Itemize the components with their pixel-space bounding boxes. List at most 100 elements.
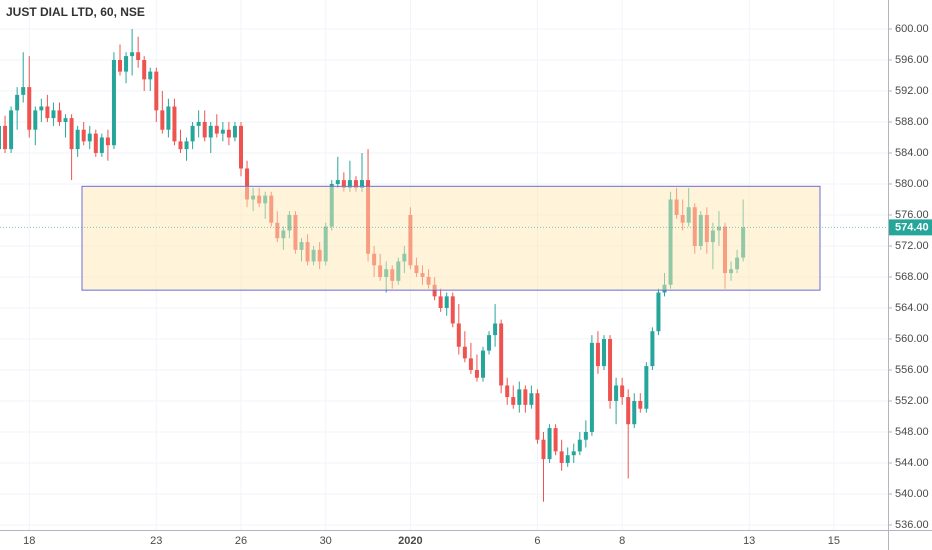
candle-body (21, 87, 26, 95)
candle-body (33, 110, 38, 130)
candle-body (487, 335, 492, 351)
y-tick-label: 596.00 (895, 54, 929, 66)
x-tick-label: 8 (619, 535, 625, 547)
candle-body (644, 366, 649, 409)
candle-body (57, 110, 62, 122)
candle-body (69, 118, 74, 150)
y-tick-label: 580.00 (895, 178, 929, 190)
candle-body (99, 137, 104, 153)
chart-title: JUST DIAL LTD, 60, NSE (6, 5, 145, 19)
candle-body (9, 110, 14, 150)
candle-body (614, 385, 619, 401)
candle-body (565, 455, 570, 463)
candle-body (450, 296, 455, 324)
candle-body (620, 385, 625, 398)
x-tick-label: 15 (828, 535, 840, 547)
candle-body (136, 52, 141, 60)
y-tick-label: 584.00 (895, 147, 929, 159)
candle-body (93, 133, 98, 153)
candle-body (547, 428, 552, 460)
candle-body (541, 439, 546, 460)
candle-body (638, 400, 643, 409)
candle-body (468, 358, 473, 370)
candle-body (353, 180, 358, 188)
candle-body (172, 106, 177, 142)
candle-body (154, 71, 159, 111)
zone-rectangle (81, 185, 821, 291)
candle-body (571, 451, 576, 456)
y-tick-label: 556.00 (895, 364, 929, 376)
y-tick-label: 552.00 (895, 395, 929, 407)
candle-body (15, 94, 20, 111)
y-tick-label: 564.00 (895, 302, 929, 314)
candle-body (595, 342, 600, 367)
candle-body (0, 125, 1, 150)
candle-body (27, 87, 32, 130)
candle-body (111, 59, 116, 146)
x-tick-label: 2020 (398, 535, 422, 547)
y-tick-label: 592.00 (895, 85, 929, 97)
candle-body (3, 125, 8, 150)
x-tick-label: 6 (534, 535, 540, 547)
candle-body (511, 397, 516, 405)
candle-body (124, 56, 129, 72)
candle-body (335, 180, 340, 184)
candle-body (39, 106, 44, 111)
y-tick-label: 600.00 (895, 23, 929, 35)
candle-body (118, 59, 122, 72)
y-tick-label: 572.00 (895, 240, 929, 252)
candle-body (474, 369, 479, 378)
candle-body (505, 385, 510, 398)
y-tick-label: 540.00 (895, 488, 929, 500)
candle-body (632, 400, 637, 425)
candle-body (462, 346, 467, 359)
axes: 600.00 596.00 592.00 588.00 584.00 580.00 576.… (23, 23, 932, 547)
candle-body (190, 125, 195, 142)
last-price-badge (889, 219, 932, 236)
candle-body (656, 292, 661, 332)
candle-body (341, 180, 346, 188)
candle-body (577, 439, 582, 452)
candle-body (535, 393, 540, 440)
y-tick-label: 544.00 (895, 457, 929, 469)
candle-body (178, 141, 183, 150)
candle-body (51, 110, 56, 119)
x-tick-label: 30 (320, 535, 332, 547)
candle-body (208, 125, 213, 138)
candle-body (523, 389, 528, 405)
candle-body (63, 118, 68, 122)
y-tick-label: 588.00 (895, 116, 929, 128)
candle-body (559, 451, 564, 463)
candle-body (650, 331, 655, 367)
candle-body (75, 129, 80, 150)
candle-body (493, 323, 498, 336)
x-tick-label: 26 (235, 535, 247, 547)
candle-body (45, 106, 50, 119)
last-price-label: 574.40 (895, 221, 929, 233)
y-tick-label: 548.00 (895, 426, 929, 438)
candle-body (529, 393, 534, 405)
candle-body (438, 296, 443, 308)
candle-body (456, 323, 461, 347)
candle-body (196, 121, 201, 126)
candle-body (105, 137, 110, 146)
candle-body (444, 296, 449, 308)
candle-body (87, 133, 92, 142)
candle-body (166, 106, 171, 130)
candle-body (184, 141, 189, 150)
candle-body (626, 397, 631, 425)
candle-body (130, 52, 135, 57)
candle-body (226, 129, 231, 138)
candle-body (220, 129, 225, 134)
candle-body (589, 342, 594, 432)
candle-body (499, 323, 504, 386)
candle-body (160, 110, 165, 130)
y-tick-label: 560.00 (895, 333, 929, 345)
x-tick-label: 23 (150, 535, 162, 547)
y-tick-label: 576.00 (895, 209, 929, 221)
x-tick-label: 18 (23, 535, 35, 547)
x-tick-label: 13 (743, 535, 755, 547)
candle-body (239, 125, 243, 169)
